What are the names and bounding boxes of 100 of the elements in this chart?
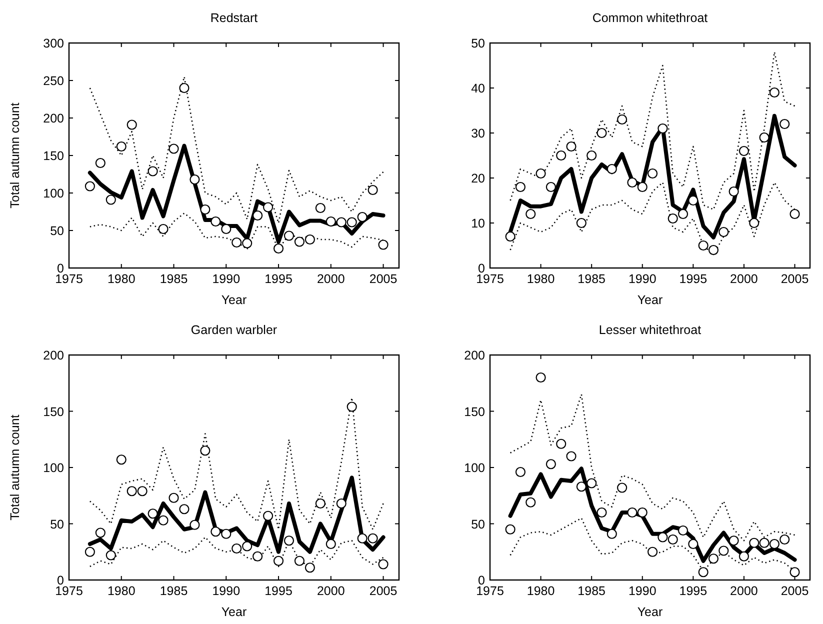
point [315,498,326,509]
point [790,567,800,578]
x-tick-label: 2005 [369,272,398,286]
y-tick-label: 200 [43,348,64,362]
point [576,482,586,492]
point [137,486,148,496]
point [116,141,126,152]
x-tick-label: 1980 [107,584,136,598]
point [627,507,638,518]
point [294,236,305,247]
point [688,538,698,550]
x-tick-label: 2005 [369,584,398,598]
x-tick-label: 1990 [628,584,656,598]
point [263,202,274,212]
chart-title: Common whitethroat [592,11,708,25]
y-axis-title: Total autumn count [8,102,22,208]
point [179,82,190,94]
x-tick-label: 1985 [578,584,606,598]
y-tick-label: 150 [464,404,486,419]
point [116,454,126,465]
x-tick-label: 1990 [628,272,656,286]
point [617,114,628,125]
point [566,451,576,462]
point [515,466,526,478]
point [95,158,106,168]
point [84,546,95,557]
point [252,551,263,562]
x-axis-title: Year [637,293,663,307]
point [718,226,729,238]
point [526,208,536,220]
point [526,497,536,508]
point [168,144,179,154]
point [688,195,698,206]
point [221,528,232,539]
x-tick-label: 1985 [160,584,188,598]
point [315,202,326,214]
point [378,559,388,570]
point [126,486,137,496]
chart-title: Redstart [210,11,258,25]
point [698,240,708,251]
point [606,164,617,174]
point [566,141,576,152]
y-tick-label: 50 [50,224,64,238]
point [728,536,739,546]
point [378,240,388,250]
point [336,498,346,509]
x-tick-label: 1990 [212,272,240,286]
x-tick-label: 1995 [264,272,292,286]
point [647,546,658,557]
point [738,146,750,156]
point [126,120,137,130]
point [368,533,378,544]
point [780,534,790,545]
point [273,556,284,566]
point [759,132,770,143]
point [304,562,315,573]
point [95,528,106,538]
point [200,204,210,215]
point [668,213,678,224]
point [232,543,242,554]
point [678,525,688,536]
point [304,234,315,245]
x-tick-label: 2000 [317,584,345,598]
point [556,438,566,449]
point [596,507,607,518]
point [158,515,168,526]
x-tick-label: 1985 [578,272,606,286]
point [210,526,221,537]
point [658,532,668,542]
x-tick-label: 1980 [526,584,555,598]
point [769,538,780,550]
y-tick-label: 200 [464,348,486,362]
point [148,166,158,176]
point [556,150,566,161]
line-series [89,76,384,224]
point [627,177,638,188]
line-series [89,397,384,530]
y-tick-label: 250 [43,74,64,88]
chart-title: Garden warbler [190,323,278,337]
x-axis-title: Year [221,605,247,619]
x-tick-label: 1995 [679,584,708,598]
point [728,186,739,197]
y-tick-label: 300 [43,36,64,50]
point [346,217,357,228]
point [232,237,242,248]
point [678,208,688,220]
point [505,524,516,534]
point [284,230,294,241]
y-tick-label: 100 [464,461,486,475]
x-tick-label: 2000 [730,584,758,598]
point [221,224,232,234]
y-tick-label: 150 [43,404,64,419]
point [536,372,546,383]
point [148,508,158,519]
point [515,182,526,192]
y-tick-label: 10 [471,216,486,230]
point [637,507,648,518]
y-tick-label: 200 [43,112,64,126]
point [368,184,378,196]
x-tick-label: 1990 [212,584,240,598]
